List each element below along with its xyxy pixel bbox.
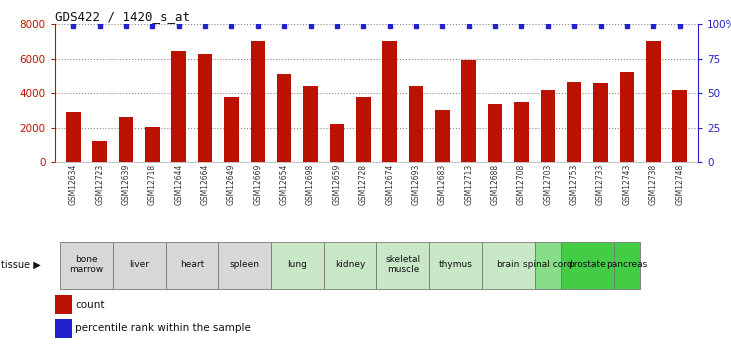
Bar	[198, 54, 212, 162]
Bar	[435, 110, 450, 162]
Text: lung: lung	[287, 260, 307, 269]
Bar	[429, 242, 482, 289]
Text: bone
marrow: bone marrow	[69, 255, 104, 275]
Text: spinal cord: spinal cord	[523, 260, 572, 269]
Bar	[251, 41, 265, 162]
Bar	[594, 83, 607, 162]
Text: percentile rank within the sample: percentile rank within the sample	[75, 323, 251, 333]
Bar	[561, 242, 614, 289]
Text: GDS422 / 1420_s_at: GDS422 / 1420_s_at	[55, 10, 190, 23]
Text: liver: liver	[129, 260, 149, 269]
Bar	[324, 242, 376, 289]
Bar	[382, 41, 397, 162]
Text: prostate: prostate	[569, 260, 606, 269]
Bar	[113, 242, 165, 289]
Bar	[224, 97, 239, 162]
Text: thymus: thymus	[439, 260, 472, 269]
Bar	[60, 242, 113, 289]
Bar	[55, 318, 72, 337]
Bar	[172, 51, 186, 162]
Bar	[66, 112, 80, 162]
Bar	[567, 82, 581, 162]
Bar	[219, 242, 271, 289]
Text: kidney: kidney	[335, 260, 366, 269]
Bar	[541, 90, 555, 162]
Bar	[118, 117, 133, 162]
Text: pancreas: pancreas	[606, 260, 648, 269]
Bar	[277, 74, 292, 162]
Bar	[303, 86, 318, 162]
Text: skeletal
muscle: skeletal muscle	[385, 255, 420, 275]
Bar	[409, 86, 423, 162]
Bar	[376, 242, 429, 289]
Bar	[145, 127, 159, 162]
Text: tissue ▶: tissue ▶	[1, 260, 40, 270]
Bar	[646, 41, 661, 162]
Bar	[330, 124, 344, 162]
Bar	[614, 242, 640, 289]
Bar	[271, 242, 324, 289]
Bar	[514, 102, 529, 162]
Bar	[92, 141, 107, 162]
Text: count: count	[75, 299, 105, 309]
Bar	[673, 90, 687, 162]
Bar	[55, 295, 72, 314]
Text: spleen: spleen	[230, 260, 260, 269]
Bar	[356, 97, 371, 162]
Bar	[165, 242, 219, 289]
Bar	[482, 242, 534, 289]
Bar	[461, 60, 476, 162]
Text: heart: heart	[180, 260, 204, 269]
Bar	[534, 242, 561, 289]
Bar	[620, 72, 635, 162]
Bar	[488, 104, 502, 162]
Text: brain: brain	[496, 260, 520, 269]
